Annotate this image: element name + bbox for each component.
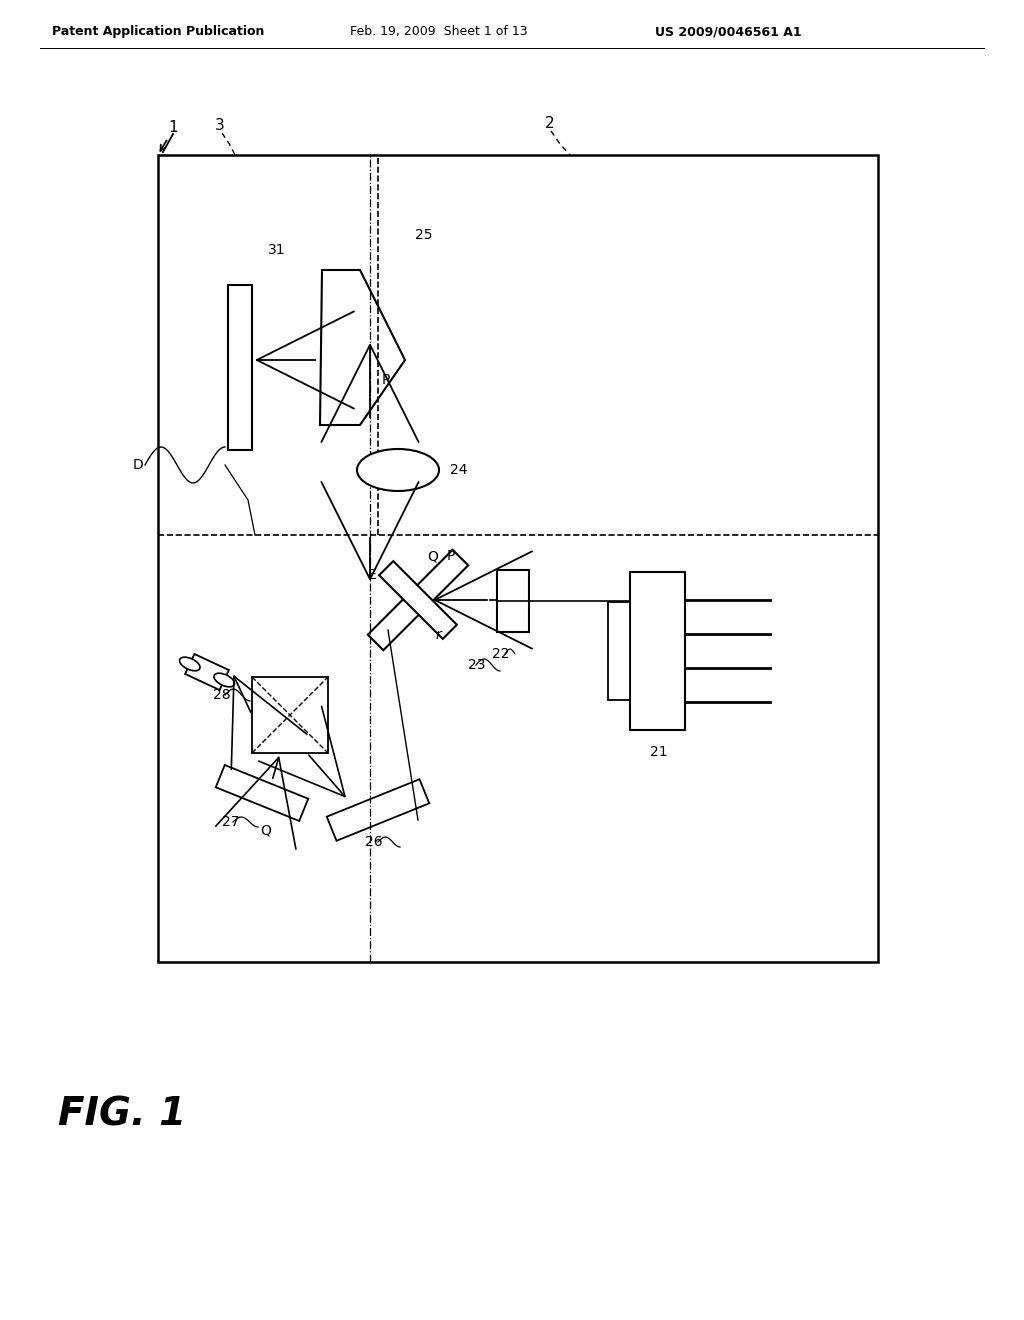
Text: P: P <box>382 374 390 387</box>
Polygon shape <box>327 779 429 841</box>
Text: 28: 28 <box>213 688 230 702</box>
Polygon shape <box>216 766 308 821</box>
Ellipse shape <box>214 673 234 686</box>
Polygon shape <box>368 550 468 651</box>
Text: Q: Q <box>260 822 271 837</box>
Bar <box>252 677 328 752</box>
Bar <box>497 570 529 632</box>
Text: 21: 21 <box>650 744 668 759</box>
Polygon shape <box>379 561 457 639</box>
Ellipse shape <box>357 449 439 491</box>
Text: 2: 2 <box>545 116 555 131</box>
Text: FIG. 1: FIG. 1 <box>58 1096 186 1134</box>
Bar <box>630 572 685 730</box>
Text: Feb. 19, 2009  Sheet 1 of 13: Feb. 19, 2009 Sheet 1 of 13 <box>350 25 527 38</box>
Text: US 2009/0046561 A1: US 2009/0046561 A1 <box>655 25 802 38</box>
Bar <box>158 154 878 962</box>
Text: r: r <box>436 628 441 642</box>
Text: E: E <box>368 568 377 582</box>
Bar <box>228 285 252 450</box>
Text: 3: 3 <box>215 117 224 132</box>
Ellipse shape <box>179 657 200 671</box>
Text: 27: 27 <box>222 814 240 829</box>
Polygon shape <box>319 271 406 425</box>
Text: D: D <box>132 458 143 473</box>
Text: Q: Q <box>427 549 438 564</box>
Bar <box>608 602 630 700</box>
Text: 25: 25 <box>415 228 432 242</box>
Text: 22: 22 <box>492 647 510 661</box>
Text: 31: 31 <box>268 243 286 257</box>
Text: P: P <box>447 549 456 564</box>
Text: 26: 26 <box>365 836 383 849</box>
Text: 23: 23 <box>468 657 485 672</box>
Polygon shape <box>185 653 229 690</box>
Text: 1: 1 <box>168 120 177 135</box>
Text: 24: 24 <box>450 463 468 477</box>
Text: Patent Application Publication: Patent Application Publication <box>52 25 264 38</box>
